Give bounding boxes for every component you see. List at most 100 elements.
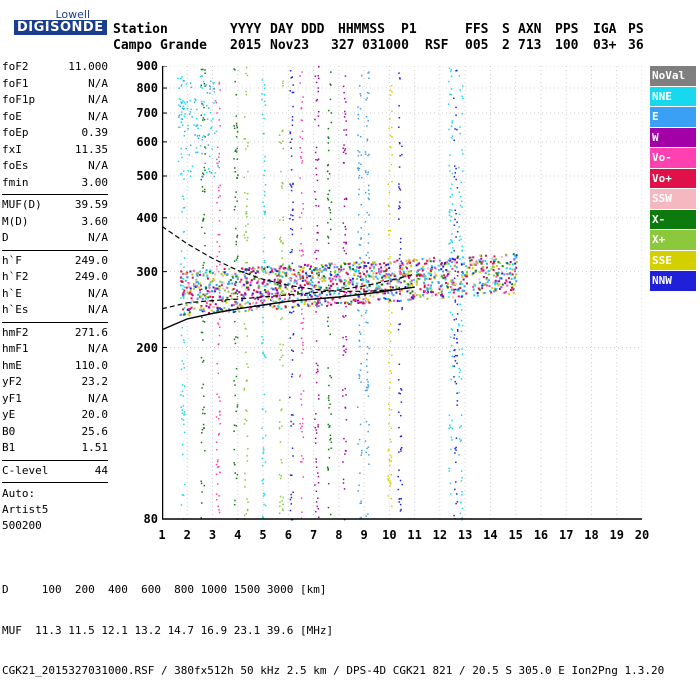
legend-item-noval: NoVal [650, 66, 696, 86]
echo-dot [327, 506, 330, 509]
x-tick-label: 8 [335, 528, 343, 542]
echo-dot [180, 280, 183, 283]
echo-dot [456, 337, 458, 340]
echo-dot [186, 291, 189, 294]
echo-dot [388, 298, 391, 301]
echo-dot [384, 297, 387, 300]
echo-dot [261, 98, 263, 101]
echo-dot [281, 300, 284, 303]
echo-dot [281, 264, 284, 266]
echo-dot [309, 283, 312, 286]
echo-dot [461, 348, 463, 350]
echo-dot [327, 109, 330, 112]
echo-dot [184, 279, 187, 282]
echo-dot [397, 411, 400, 413]
echo-dot [317, 304, 320, 307]
header-label-ddd: DDD [301, 22, 325, 37]
echo-dot [280, 356, 283, 359]
echo-dot [365, 451, 368, 454]
echo-dot [402, 274, 405, 277]
echo-dot [460, 263, 463, 266]
echo-dot [318, 285, 321, 288]
echo-dot [390, 409, 393, 411]
echo-dot [399, 435, 402, 438]
echo-dot [434, 293, 437, 296]
echo-dot [448, 67, 451, 70]
echo-dot [344, 387, 347, 390]
echo-dot [399, 155, 401, 157]
echo-dot [241, 305, 244, 308]
echo-dot [192, 283, 195, 286]
echo-dot [372, 261, 375, 264]
echo-dot [300, 276, 303, 279]
echo-dot [363, 291, 366, 294]
echo-dot [365, 115, 368, 118]
echo-dot [246, 335, 248, 337]
echo-dot [254, 272, 257, 275]
echo-dot [448, 272, 451, 275]
echo-dot [418, 268, 421, 271]
echo-dot [301, 292, 304, 295]
echo-dot [451, 257, 454, 260]
echo-dot [456, 187, 459, 189]
echo-dot [291, 262, 294, 265]
echo-dot [459, 303, 462, 306]
echo-dot [358, 151, 361, 153]
echo-dot [315, 311, 317, 313]
echo-dot [504, 253, 507, 256]
echo-dot [366, 125, 368, 127]
echo-dot [335, 273, 338, 276]
echo-dot [356, 282, 359, 285]
echo-dot [290, 76, 292, 79]
echo-dot [300, 227, 302, 230]
echo-dot [198, 308, 201, 311]
echo-dot [359, 266, 362, 269]
echo-dot [249, 272, 252, 275]
echo-dot [424, 277, 427, 280]
echo-dot [271, 306, 274, 309]
echo-dot [413, 258, 416, 261]
echo-dot [429, 268, 432, 271]
echo-dot [285, 272, 288, 275]
echo-dot [458, 213, 461, 216]
echo-dot [235, 281, 238, 284]
echo-dot [434, 268, 437, 271]
echo-dot [453, 277, 456, 280]
echo-dot [306, 276, 309, 279]
echo-dot [262, 316, 264, 319]
echo-dot [448, 214, 451, 217]
echo-dot [391, 354, 393, 357]
echo-dot [292, 182, 294, 185]
echo-dot [389, 261, 391, 263]
echo-dot [437, 264, 440, 267]
echo-dot [302, 476, 305, 478]
echo-dot [202, 412, 204, 415]
echo-dot [455, 437, 458, 439]
echo-dot [476, 294, 479, 297]
echo-dot [290, 251, 293, 253]
echo-dot [330, 284, 333, 287]
echo-dot [317, 249, 319, 252]
echo-dot [203, 427, 205, 429]
echo-dot [367, 387, 369, 389]
echo-dot [211, 296, 214, 299]
echo-dot [343, 302, 346, 305]
echo-dot [493, 287, 496, 290]
echo-dot [202, 307, 205, 310]
echo-dot [368, 256, 371, 259]
echo-dot [208, 170, 211, 173]
echo-dot [291, 76, 293, 78]
echo-dot [213, 290, 216, 293]
echo-dot [448, 296, 450, 298]
echo-dot [214, 303, 217, 306]
echo-dot [511, 263, 514, 266]
echo-dot [327, 235, 329, 238]
echo-dot [328, 302, 331, 305]
echo-dot [474, 284, 477, 287]
echo-dot [290, 312, 293, 314]
echo-dot [316, 300, 319, 303]
echo-dot [217, 162, 219, 165]
echo-dot [204, 293, 207, 296]
echo-dot [459, 204, 462, 207]
echo-dot [214, 172, 217, 174]
